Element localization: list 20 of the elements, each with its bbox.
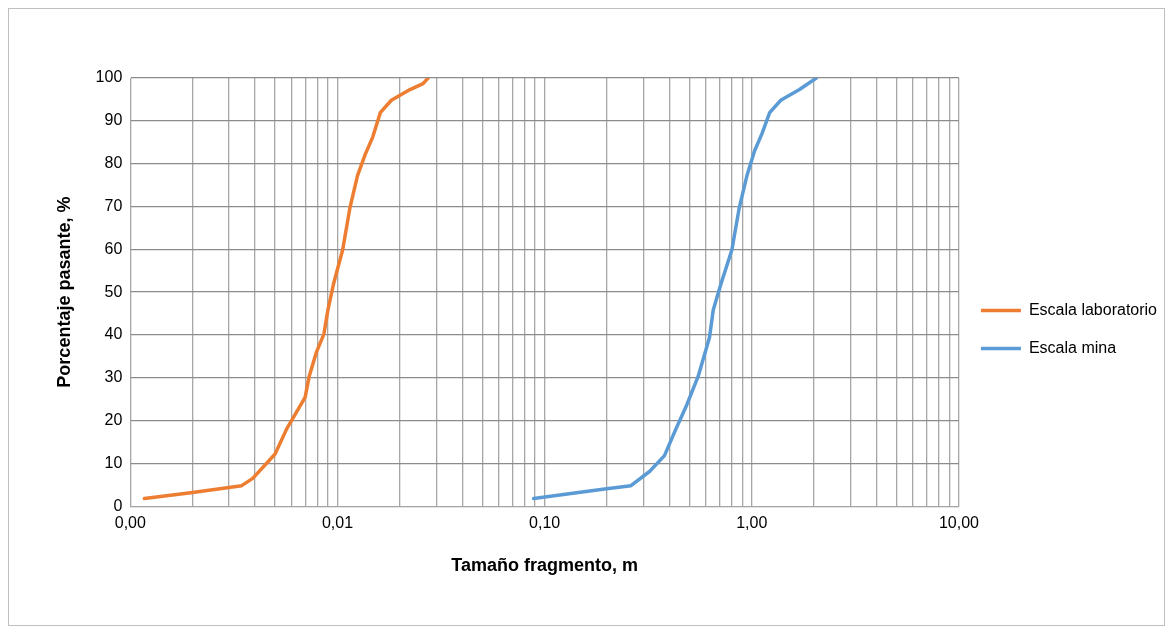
x-tick-label: 1,00	[736, 514, 768, 532]
y-tick-label: 30	[104, 368, 123, 386]
x-tick-label: 10,00	[938, 514, 980, 532]
x-tick-label: 0,00	[114, 514, 146, 532]
y-tick-label: 60	[104, 239, 123, 257]
x-axis-title: Tamaño fragmento, m	[451, 555, 638, 576]
x-tick-label: 0,10	[529, 514, 561, 532]
y-tick-label: 20	[104, 410, 123, 428]
y-axis-title: Porcentaje pasante, %	[53, 196, 74, 388]
y-tick-label: 100	[95, 68, 123, 86]
x-tick-label: 0,01	[321, 514, 354, 532]
y-tick-label: 10	[104, 453, 123, 471]
legend-label: Escala laboratorio	[1028, 300, 1158, 318]
y-tick-label: 70	[104, 196, 123, 214]
y-tick-label: 80	[104, 154, 123, 172]
y-tick-label: 50	[104, 282, 123, 300]
y-tick-label: 40	[104, 325, 123, 343]
y-tick-label: 0	[113, 496, 123, 514]
y-tick-label: 90	[104, 111, 123, 129]
legend-label: Escala mina	[1028, 338, 1117, 356]
